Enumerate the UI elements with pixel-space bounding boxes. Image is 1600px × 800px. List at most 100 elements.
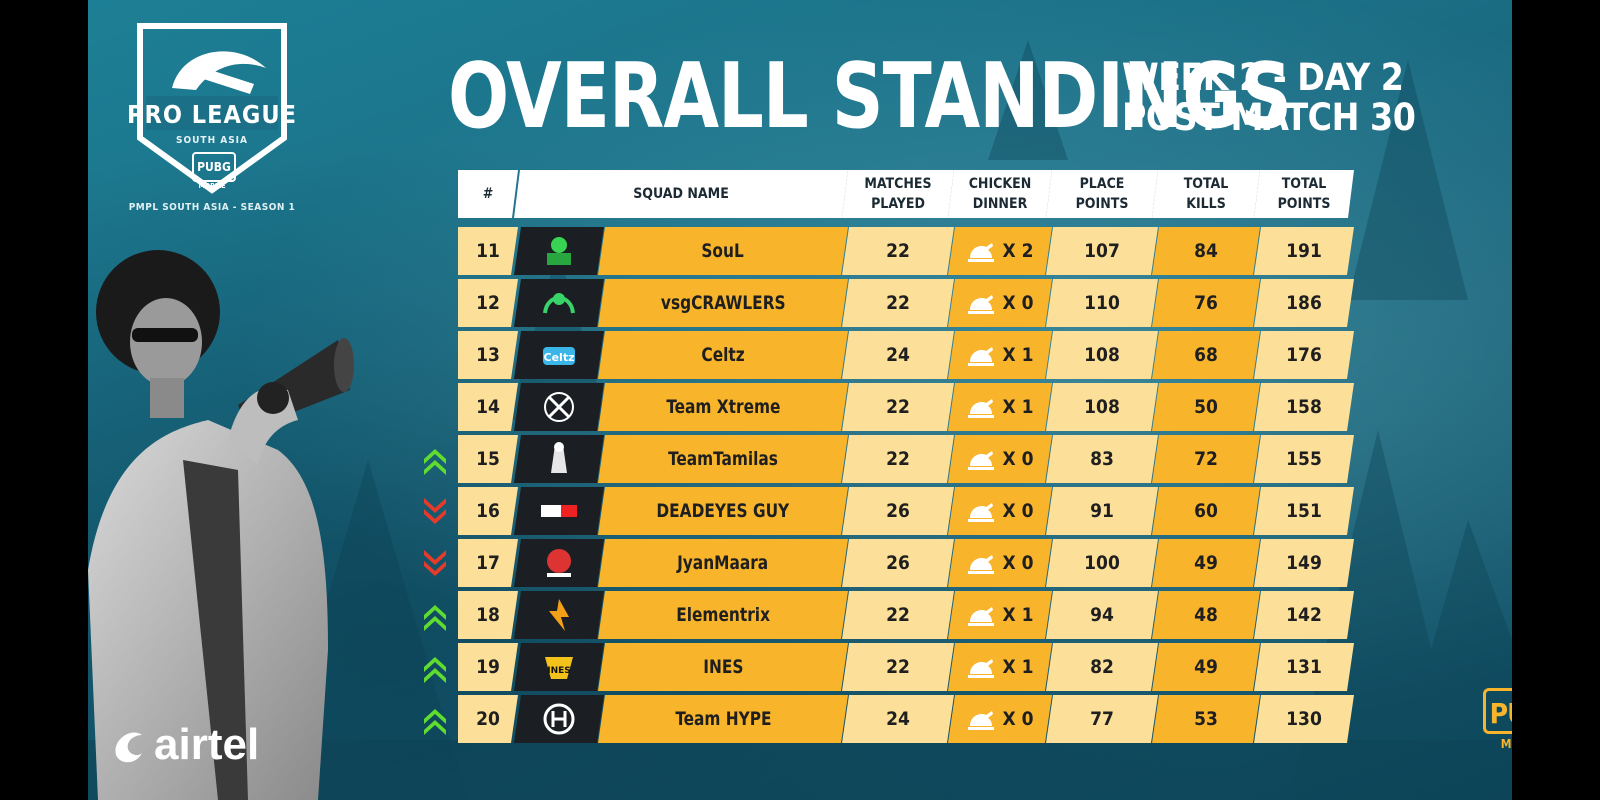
- header-squad: SQUAD NAME: [514, 170, 848, 218]
- place-points-value: 107: [1084, 240, 1120, 262]
- trend-down-icon: [424, 498, 446, 524]
- total-points-value: 142: [1286, 604, 1322, 626]
- squad-name-cell: TeamTamilas: [598, 435, 848, 483]
- celtz-logo-icon: Celtz: [537, 335, 581, 375]
- svg-text:Celtz: Celtz: [544, 351, 575, 364]
- place-points-value: 83: [1090, 448, 1114, 470]
- matches-played-value: 26: [886, 552, 910, 574]
- forest-background: [88, 40, 1512, 800]
- total-points-value: 158: [1286, 396, 1322, 418]
- chicken-dinner-count: X 0: [1002, 552, 1034, 574]
- svg-text:INES: INES: [547, 666, 571, 676]
- place-points-cell: 91: [1046, 487, 1158, 535]
- matches-played-cell: 22: [842, 279, 954, 327]
- squad-name-value: JyanMaara: [677, 552, 769, 574]
- chicken-dinner-icon: [966, 343, 996, 367]
- chicken-dinner-cell: X 0: [948, 695, 1052, 743]
- header-chicken: CHICKEN DINNER: [948, 170, 1052, 218]
- table-row: 13 Celtz Celtz 24 X 1 108 68 176: [458, 331, 1354, 379]
- total-points-value: 131: [1286, 656, 1322, 678]
- place-points-value: 108: [1084, 344, 1120, 366]
- total-points-value: 130: [1286, 708, 1322, 730]
- subtitle-week: WEEK 2 - DAY 2: [1122, 56, 1404, 99]
- soul-logo-icon: [537, 231, 581, 271]
- team-logo-cell: [514, 591, 604, 639]
- total-kills-value: 60: [1194, 500, 1218, 522]
- total-kills-value: 50: [1194, 396, 1218, 418]
- zeroshot-logo-icon: [537, 491, 581, 531]
- total-points-cell: 191: [1254, 227, 1354, 275]
- logo-mobile: MOBILE: [198, 182, 226, 190]
- team-logo-cell: [514, 695, 604, 743]
- chicken-dinner-icon: [966, 551, 996, 575]
- matches-played-value: 24: [886, 708, 910, 730]
- page-title: OVERALL STANDINGS: [448, 44, 1292, 149]
- chicken-dinner-icon: [966, 447, 996, 471]
- squad-name-cell: SouL: [598, 227, 848, 275]
- total-kills-cell: 49: [1152, 643, 1260, 691]
- squad-name-value: Team HYPE: [674, 708, 772, 730]
- place-points-value: 82: [1090, 656, 1114, 678]
- total-points-cell: 186: [1254, 279, 1354, 327]
- matches-played-cell: 26: [842, 539, 954, 587]
- rank-value: 12: [476, 292, 500, 314]
- team-logo-cell: [514, 539, 604, 587]
- logo-pubg: PUBG: [192, 152, 236, 182]
- header-place: PLACE POINTS: [1046, 170, 1158, 218]
- total-points-cell: 158: [1254, 383, 1354, 431]
- rank-cell: 13: [458, 331, 518, 379]
- rank-value: 11: [476, 240, 500, 262]
- squad-name-cell: Celtz: [598, 331, 848, 379]
- page-subtitle: WEEK 2 - DAY 2 POST MATCH 30: [1122, 56, 1416, 138]
- chicken-dinner-icon: [966, 291, 996, 315]
- place-points-cell: 100: [1046, 539, 1158, 587]
- header-matches: MATCHES PLAYED: [842, 170, 954, 218]
- season-line: PMPL SOUTH ASIA - SEASON 1: [128, 202, 296, 213]
- place-points-cell: 82: [1046, 643, 1158, 691]
- squad-name-cell: JyanMaara: [598, 539, 848, 587]
- rank-cell: 20: [458, 695, 518, 743]
- total-kills-value: 48: [1194, 604, 1218, 626]
- table-header: # SQUAD NAME MATCHES PLAYED CHICKEN DINNER…: [458, 170, 1354, 218]
- team-logo-cell: [514, 383, 604, 431]
- squad-name-cell: vsgCRAWLERS: [598, 279, 848, 327]
- rank-cell: 11: [458, 227, 518, 275]
- elementrix-logo-icon: [537, 595, 581, 635]
- total-points-value: 176: [1286, 344, 1322, 366]
- xtreme-logo-icon: [537, 387, 581, 427]
- total-points-cell: 131: [1254, 643, 1354, 691]
- total-points-cell: 155: [1254, 435, 1354, 483]
- rank-cell: 16: [458, 487, 518, 535]
- rank-value: 15: [476, 448, 500, 470]
- matches-played-value: 22: [886, 604, 910, 626]
- matches-played-cell: 26: [842, 487, 954, 535]
- chicken-dinner-cell: X 1: [948, 383, 1052, 431]
- squad-name-value: TeamTamilas: [668, 448, 778, 470]
- standings-rows: 11 SouL 22 X 2 107 84 191 12 vsgCRAWLERS 22 X 0 110…: [424, 227, 1354, 747]
- chicken-dinner-count: X 1: [1002, 604, 1034, 626]
- squad-name-value: Elementrix: [676, 604, 770, 626]
- character-illustration: [88, 250, 354, 800]
- place-points-value: 100: [1084, 552, 1120, 574]
- trend-down-icon: [424, 550, 446, 576]
- matches-played-cell: 22: [842, 383, 954, 431]
- place-points-value: 108: [1084, 396, 1120, 418]
- chicken-dinner-cell: X 2: [948, 227, 1052, 275]
- jyanmaara-logo-icon: [537, 543, 581, 583]
- chicken-dinner-cell: X 0: [948, 279, 1052, 327]
- table-row: 20 Team HYPE 24 X 0 77 53 130: [424, 695, 1354, 743]
- table-row: 17 JyanMaara 26 X 0 100 49 149: [424, 539, 1354, 587]
- chicken-dinner-icon: [966, 707, 996, 731]
- squad-name-cell: INES: [598, 643, 848, 691]
- rank-cell: 19: [458, 643, 518, 691]
- chicken-dinner-count: X 2: [1002, 240, 1034, 262]
- matches-played-value: 22: [886, 448, 910, 470]
- total-points-value: 151: [1286, 500, 1322, 522]
- team-logo-cell: Celtz: [514, 331, 604, 379]
- total-kills-cell: 48: [1152, 591, 1260, 639]
- chicken-dinner-count: X 1: [1002, 656, 1034, 678]
- total-points-cell: 142: [1254, 591, 1354, 639]
- place-points-value: 91: [1090, 500, 1114, 522]
- place-points-cell: 94: [1046, 591, 1158, 639]
- chicken-dinner-count: X 1: [1002, 396, 1034, 418]
